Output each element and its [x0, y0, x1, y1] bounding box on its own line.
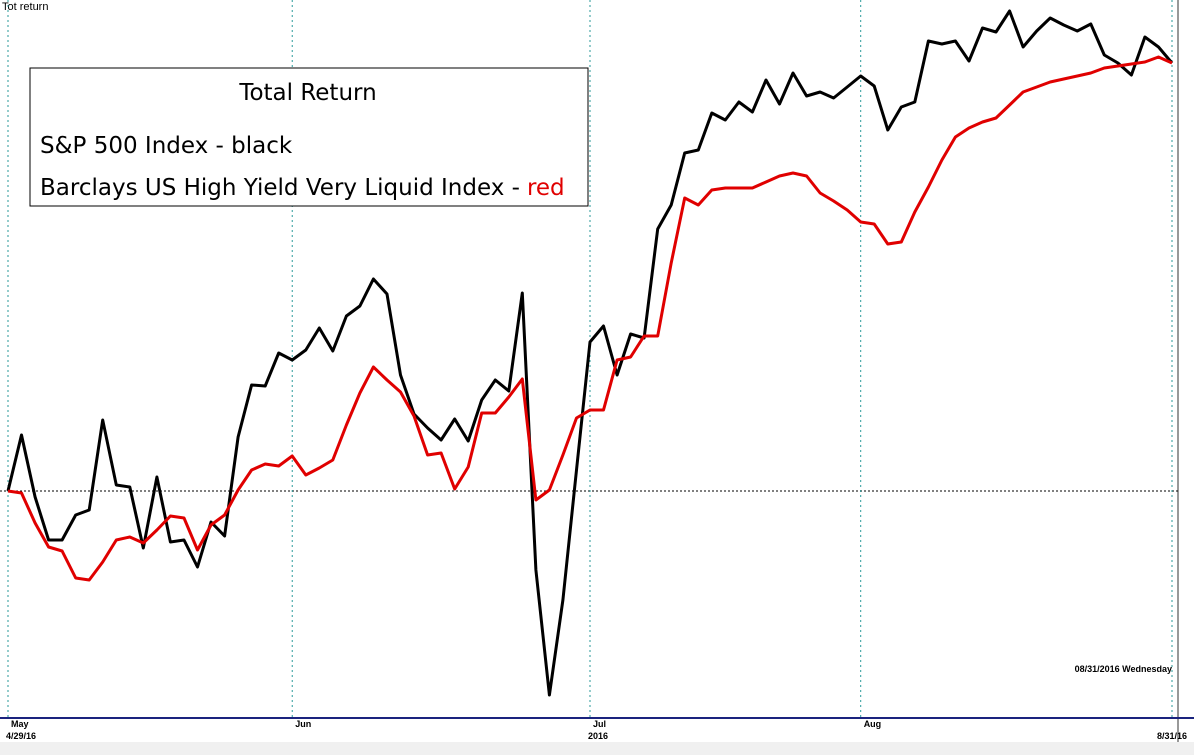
- x-sublabel: 2016: [588, 731, 608, 741]
- legend-title: Total Return: [238, 80, 376, 106]
- legend-box: [29, 67, 589, 207]
- legend-entry-text: Barclays US High Yield Very Liquid Index…: [40, 175, 520, 201]
- date-note: 08/31/2016 Wednesday: [1075, 664, 1172, 674]
- x-tick-label: Jul: [593, 719, 606, 729]
- x-tick-label: Aug: [864, 719, 882, 729]
- x-tick-label: May: [11, 719, 29, 729]
- corner-label: Tot return: [2, 1, 48, 13]
- legend-entry: S&P 500 Index - black: [40, 133, 293, 159]
- series-line: [7, 55, 1173, 582]
- legend-entry-color: red: [527, 175, 565, 201]
- x-tick-label: Jun: [295, 719, 311, 729]
- x-sublabel: 8/31/16: [1157, 731, 1187, 741]
- legend-entry: Barclays US High Yield Very Liquid Index…: [40, 175, 565, 201]
- series-line: [6, 9, 1174, 697]
- footer-strip: [0, 742, 1194, 755]
- x-sublabel: 4/29/16: [6, 731, 36, 741]
